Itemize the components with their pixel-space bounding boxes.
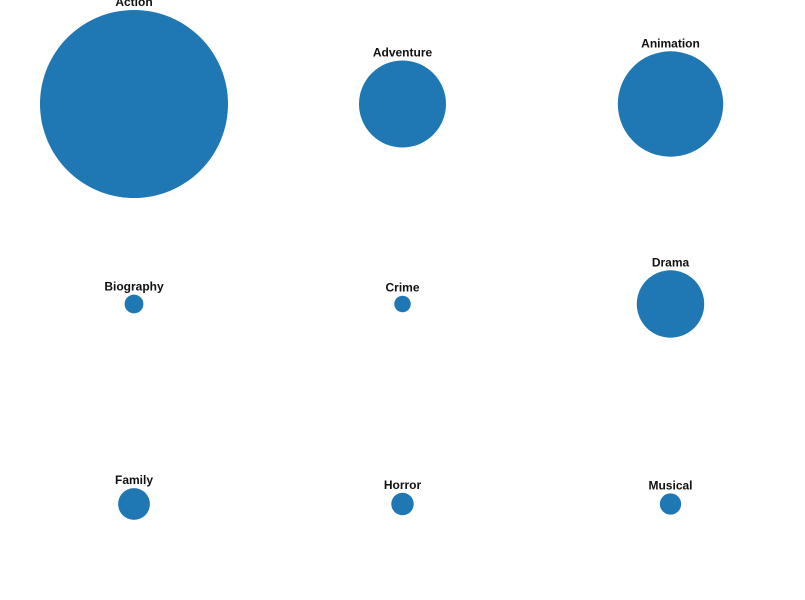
bubble-biography <box>124 294 144 314</box>
bubble-label-crime: Crime <box>385 281 419 295</box>
bubble-label-musical: Musical <box>648 478 692 492</box>
bubble-group-action: Action <box>40 0 228 198</box>
bubble-label-action: Action <box>115 0 152 9</box>
bubble-crime <box>394 295 411 313</box>
bubble-animation <box>617 51 724 157</box>
bubble-label-drama: Drama <box>652 255 690 269</box>
bubble-label-adventure: Adventure <box>373 45 433 59</box>
bubble-group-adventure: Adventure <box>358 45 447 148</box>
bubble-label-horror: Horror <box>384 478 422 492</box>
bubble-group-musical: Musical <box>648 478 693 515</box>
bubble-adventure <box>358 60 447 148</box>
bubble-group-animation: Animation <box>617 36 724 157</box>
bubble-label-biography: Biography <box>104 280 164 294</box>
bubble-group-family: Family <box>115 473 153 520</box>
bubble-drama <box>636 270 705 338</box>
bubble-label-family: Family <box>115 473 153 487</box>
bubble-family <box>118 488 150 520</box>
bubble-musical <box>659 493 682 515</box>
bubble-action <box>40 10 228 198</box>
bubble-horror <box>391 492 414 516</box>
bubble-group-drama: Drama <box>636 255 705 338</box>
bubble-group-horror: Horror <box>384 478 422 516</box>
bubble-group-crime: Crime <box>385 281 420 313</box>
bubble-group-biography: Biography <box>104 280 164 314</box>
bubble-label-animation: Animation <box>641 36 700 50</box>
